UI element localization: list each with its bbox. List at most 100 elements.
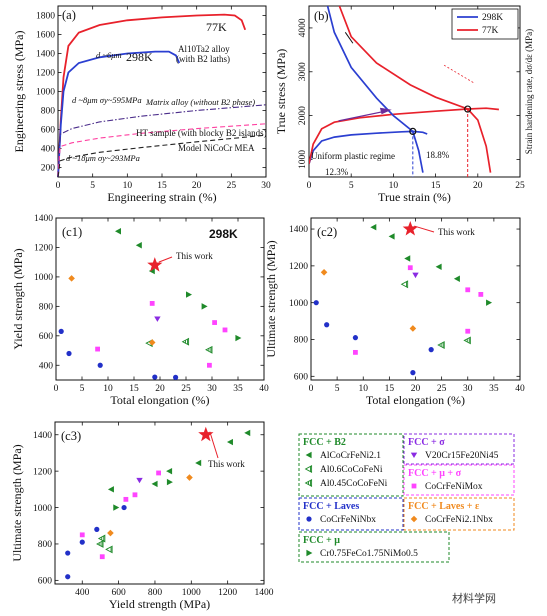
- stress-curve: [57, 123, 267, 178]
- data-point: [353, 349, 358, 355]
- data-point: [79, 532, 85, 538]
- legend-group-box: [298, 433, 404, 497]
- point-shape: [409, 325, 417, 332]
- data-point: [97, 362, 103, 368]
- alloy-label: Al10Ta2 alloy: [178, 44, 230, 54]
- x-axis-label: True strain (%): [378, 190, 451, 204]
- legend-group-title: FCC + Laves: [303, 501, 359, 512]
- point-shape: [186, 474, 193, 481]
- point-shape: [154, 316, 161, 322]
- x-tick-label: 15: [129, 384, 139, 394]
- legend-marker: [306, 549, 313, 557]
- data-point: [151, 480, 158, 488]
- data-point: [123, 496, 129, 502]
- data-point: [107, 486, 114, 493]
- data-point: [113, 504, 120, 511]
- point-shape: [58, 328, 64, 334]
- panel-label: (b): [314, 9, 329, 23]
- arrow-line: [338, 109, 390, 122]
- x-tick-label: 800: [148, 588, 163, 598]
- y-axis-label: Ultimate strength (MPa): [264, 240, 278, 357]
- x-tick-label: 30: [463, 384, 473, 394]
- legend-marker: [305, 451, 312, 459]
- data-point: [186, 474, 193, 481]
- data-point: [148, 339, 156, 346]
- point-shape: [306, 549, 313, 557]
- x-tick-label: 5: [349, 181, 354, 191]
- legend-group-box: [403, 497, 515, 531]
- label-77k: 77K: [206, 20, 227, 34]
- data-point: [195, 459, 202, 467]
- point-shape: [181, 337, 190, 346]
- point-shape: [404, 255, 411, 262]
- y-tick-label: 1400: [33, 431, 52, 441]
- data-point: [412, 272, 419, 279]
- legend-group-box: [298, 531, 450, 563]
- this-work-star: [147, 257, 163, 272]
- y-tick-label: 1200: [36, 69, 55, 79]
- y-tick-label: 3000: [298, 62, 308, 81]
- data-point: [370, 224, 377, 231]
- x-tick-label: 1000: [182, 588, 201, 598]
- x-tick-label: 25: [437, 384, 447, 394]
- data-point: [135, 242, 142, 249]
- this-work-star: [402, 221, 418, 236]
- legend-group-sig: FCC + σ V20Cr15Fe20Ni45: [403, 433, 515, 465]
- point-shape: [149, 301, 155, 306]
- x-tick-label: 20: [411, 384, 421, 394]
- y-tick-label: 2000: [298, 106, 308, 125]
- panel-b: 0 5 10 15 20 25 1000 2000 3000 4000 Uniform plasti…: [274, 5, 534, 204]
- point-shape: [306, 516, 312, 522]
- data-point: [324, 322, 330, 328]
- x-tick-label: 600: [111, 588, 126, 598]
- point-shape: [166, 467, 173, 475]
- point-shape: [435, 263, 442, 270]
- data-point: [154, 316, 161, 322]
- data-point: [201, 303, 208, 310]
- data-point: [58, 328, 64, 334]
- data-point: [149, 301, 155, 306]
- y-tick-label: 600: [294, 373, 309, 383]
- x-tick-label: 1200: [218, 588, 237, 598]
- y-tick-label: 1200: [34, 244, 53, 254]
- legend-marker: [304, 479, 313, 487]
- legend-label: 77K: [482, 26, 499, 36]
- plot-frame: [54, 421, 265, 585]
- x-tick-label: 10: [103, 384, 113, 394]
- y-axis-label: Ultimate strength (MPa): [10, 444, 24, 561]
- curves: [309, 6, 499, 173]
- grain-size-label: d ~8μm σy~595MPa: [72, 95, 142, 105]
- point-shape: [121, 504, 127, 511]
- legend-item-label: CoCrFeNi2.1Nbx: [425, 515, 493, 525]
- point-shape: [207, 362, 212, 368]
- x-tick-label: 400: [75, 588, 90, 598]
- x-tick-label: 5: [335, 384, 340, 394]
- data-point: [94, 526, 100, 532]
- legend-group-b2: FCC + B2 AlCoCrFeNi2.1 Al0.6CoCoFeNi Al0.45…: [298, 433, 404, 497]
- plot-frame: [55, 217, 265, 381]
- point-shape: [107, 486, 114, 493]
- point-shape: [304, 465, 313, 473]
- this-work-label: This work: [176, 251, 213, 261]
- data-point: [132, 492, 138, 498]
- true-curve: [309, 130, 428, 165]
- data-point: [352, 335, 359, 341]
- stress-curve: [57, 50, 181, 178]
- x-tick-label: 15: [385, 384, 395, 394]
- data-point: [105, 545, 113, 554]
- data-point: [205, 345, 213, 354]
- point-shape: [79, 539, 85, 545]
- intersection-298k: [409, 127, 417, 135]
- x-tick-label: 30: [207, 384, 217, 394]
- data-point: [156, 470, 161, 476]
- y-tick-label: 1400: [34, 214, 53, 224]
- point-shape: [65, 550, 71, 556]
- watermark-text: 材料学网: [452, 592, 496, 605]
- legend-item-label: CoCrFeNiNbx: [320, 515, 376, 525]
- data-point: [313, 300, 319, 306]
- panel-title: 298K: [209, 227, 238, 241]
- y-tick-label: 600: [41, 126, 56, 136]
- point-shape: [304, 479, 313, 487]
- panel-label: (a): [62, 8, 76, 22]
- point-shape: [235, 334, 242, 342]
